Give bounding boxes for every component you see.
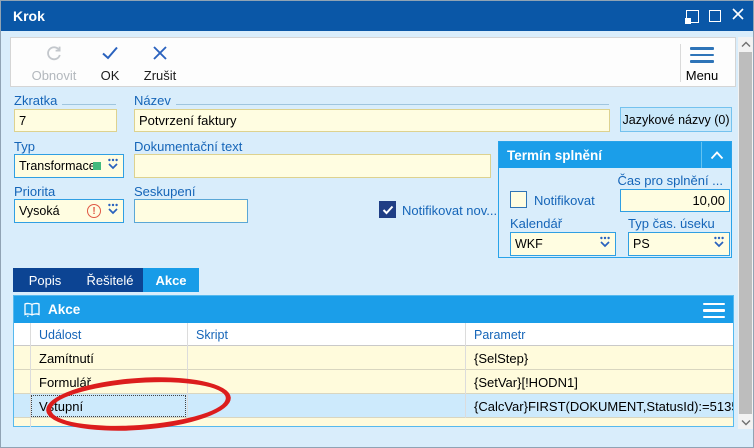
seskupeni-label: Seskupení (134, 184, 196, 199)
menu-button[interactable]: Menu (679, 42, 725, 84)
menu-label: Menu (685, 68, 719, 83)
typ-value: Transformace (19, 159, 93, 173)
kalendar-label: Kalendář (510, 216, 563, 231)
restore-window-icon[interactable] (685, 9, 699, 24)
close-icon (150, 43, 170, 66)
green-square-status-icon (93, 162, 101, 170)
combo-dropdown-icon[interactable] (712, 236, 726, 252)
priorita-label: Priorita (14, 184, 56, 199)
seskupeni-input[interactable] (134, 199, 248, 223)
refresh-button[interactable]: Obnovit (25, 41, 83, 84)
typ-combobox[interactable]: Transformace (14, 154, 124, 178)
selector-column-divider (30, 323, 31, 427)
typ-cas-useku-label: Typ čas. úseku (628, 216, 715, 231)
cell-udalost: Formulář (30, 370, 187, 394)
scrollbar-thumb[interactable] (739, 52, 752, 414)
grid-title: Akce (48, 302, 81, 317)
combo-dropdown-icon[interactable] (598, 236, 612, 252)
cell-skript (187, 346, 465, 370)
akce-grid-panel: Akce Událost Skript Parametr Zamítnutí {… (13, 295, 734, 427)
title-bar: Krok (1, 1, 753, 31)
priorita-combobox[interactable]: Vysoká ! (14, 199, 124, 223)
ok-button[interactable]: OK (91, 41, 129, 84)
vertical-scrollbar[interactable] (738, 37, 753, 429)
typ-cas-useku-value: PS (633, 237, 650, 251)
combo-dropdown-icon[interactable] (106, 158, 120, 174)
close-window-icon[interactable] (731, 7, 745, 25)
tab-resitele[interactable]: Řešitelé (77, 268, 143, 292)
kalendar-combobox[interactable]: WKF (510, 232, 616, 256)
termin-panel-header: Termín splnění (499, 142, 731, 168)
refresh-icon (44, 43, 64, 66)
collapse-chevron-icon[interactable] (701, 142, 731, 168)
check-icon (99, 43, 121, 66)
dokumentacni-text-label: Dokumentační text (134, 139, 243, 154)
scroll-up-icon[interactable] (738, 37, 753, 51)
scroll-down-icon[interactable] (738, 415, 753, 429)
ok-label: OK (100, 68, 120, 83)
nazev-input[interactable] (134, 109, 610, 132)
tab-popis[interactable]: Popis (13, 268, 77, 292)
kalendar-value: WKF (515, 237, 543, 251)
notifikovat-label: Notifikovat (534, 193, 595, 208)
zkratka-input[interactable] (14, 109, 117, 132)
cancel-label: Zrušit (143, 68, 177, 83)
cas-pro-splneni-label: Čas pro splnění ... (617, 173, 724, 188)
typ-label: Typ (14, 139, 35, 154)
grid-column-header-row: Událost Skript Parametr (14, 323, 733, 346)
open-book-icon (22, 301, 42, 318)
column-header-skript[interactable]: Skript (187, 323, 465, 346)
cell-udalost: Vstupní (30, 394, 187, 418)
grid-header: Akce (14, 296, 733, 323)
toolbar-separator (680, 44, 681, 82)
table-row[interactable]: Formulář {SetVar}[!HODN1] (14, 370, 733, 394)
table-row-selected[interactable]: Vstupní {CalcVar}FIRST(DOKUMENT,StatusId… (14, 394, 733, 418)
notifikovat-checkbox[interactable] (510, 191, 527, 208)
refresh-label: Obnovit (31, 68, 77, 83)
cell-parametr: {SelStep} (465, 346, 733, 370)
cancel-button[interactable]: Zrušit (135, 41, 185, 84)
column-header-parametr[interactable]: Parametr (465, 323, 733, 346)
termin-splneni-panel: Termín splnění Čas pro splnění ... Notif… (498, 141, 732, 258)
cell-udalost: Zamítnutí (30, 346, 187, 370)
cell-parametr: {SetVar}[!HODN1] (465, 370, 733, 394)
toolbar: Obnovit OK Zrušit Menu (10, 37, 736, 87)
cell-skript (187, 370, 465, 394)
maximize-window-icon[interactable] (709, 10, 721, 22)
grid-menu-icon[interactable] (703, 302, 725, 319)
dokumentacni-text-input[interactable] (134, 154, 491, 178)
notifikovat-novou-label: Notifikovat nov... (402, 203, 498, 218)
window-title: Krok (13, 8, 45, 24)
cell-parametr: {CalcVar}FIRST(DOKUMENT,StatusId):=5135 (465, 394, 733, 418)
jazykove-nazvy-button[interactable]: Jazykové názvy (0) (620, 107, 732, 132)
notifikovat-novou-checkbox[interactable] (379, 201, 396, 218)
termin-panel-title: Termín splnění (507, 147, 603, 163)
priorita-value: Vysoká (19, 204, 60, 218)
zkratka-label: Zkratka (14, 91, 117, 108)
tab-akce[interactable]: Akce (143, 268, 199, 292)
typ-cas-useku-combobox[interactable]: PS (628, 232, 730, 256)
hamburger-icon (690, 47, 714, 63)
cas-pro-splneni-input[interactable] (620, 189, 730, 212)
column-header-udalost[interactable]: Událost (30, 323, 187, 346)
table-row[interactable]: Zamítnutí {SelStep} (14, 346, 733, 370)
combo-dropdown-icon[interactable] (106, 203, 120, 219)
nazev-label: Název (134, 91, 610, 108)
cell-skript (187, 394, 465, 418)
priority-exclamation-icon: ! (87, 204, 101, 218)
